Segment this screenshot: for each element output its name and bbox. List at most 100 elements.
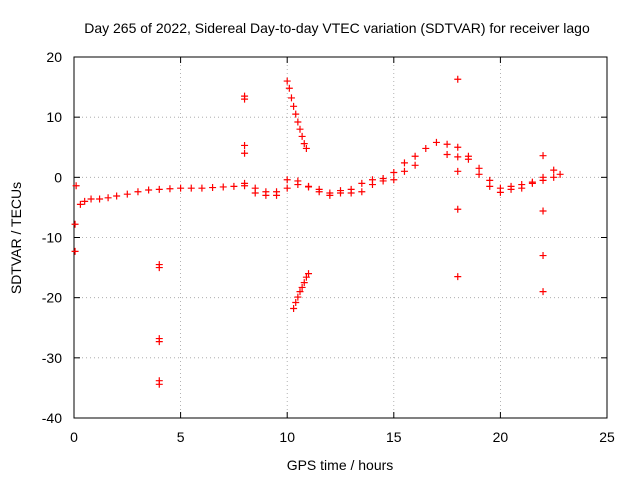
data-point [296, 125, 304, 133]
data-point [241, 179, 249, 187]
data-point [475, 164, 483, 172]
x-tick-label: 25 [599, 429, 615, 445]
data-point [285, 84, 293, 92]
data-point [539, 176, 547, 184]
series-main-trend [76, 138, 564, 208]
data-point [209, 184, 217, 192]
data-point [454, 75, 462, 83]
data-point [145, 186, 153, 194]
data-point [292, 110, 300, 118]
data-point [113, 192, 121, 200]
x-tick-label: 15 [386, 429, 402, 445]
data-point [219, 183, 227, 191]
data-point [443, 140, 451, 148]
data-point [300, 140, 308, 148]
data-point [87, 195, 95, 203]
x-tick-label: 10 [279, 429, 295, 445]
y-tick-label: 0 [54, 169, 62, 185]
data-point [486, 182, 494, 190]
data-point [496, 188, 504, 196]
data-point [72, 182, 80, 190]
data-point [411, 152, 419, 160]
data-point [294, 177, 302, 185]
data-point [539, 152, 547, 160]
y-axis-label: SDTVAR / TECUs [8, 182, 24, 294]
data-point [305, 270, 313, 278]
y-tick-label: -40 [42, 410, 62, 426]
data-point [76, 200, 84, 208]
data-point [486, 176, 494, 184]
data-point [390, 169, 398, 177]
data-point [432, 138, 440, 146]
data-point [539, 252, 547, 260]
data-point [283, 77, 291, 85]
data-point [422, 144, 430, 152]
data-point [81, 197, 89, 205]
data-point [71, 247, 79, 255]
data-point [550, 173, 558, 181]
data-point [539, 207, 547, 215]
data-point [347, 189, 355, 197]
data-point [298, 283, 306, 291]
data-point [454, 167, 462, 175]
data-point [400, 167, 408, 175]
ticks [73, 56, 608, 419]
data-point [71, 220, 79, 228]
x-tick-label: 0 [70, 429, 78, 445]
data-point [155, 380, 163, 388]
data-point [155, 264, 163, 272]
data-point [556, 170, 564, 178]
data-point [400, 159, 408, 167]
data-point [454, 205, 462, 213]
data-point [379, 177, 387, 185]
data-point [230, 182, 238, 190]
data-point [454, 143, 462, 151]
data-point [368, 181, 376, 189]
data-point [198, 184, 206, 192]
chart-title: Day 265 of 2022, Sidereal Day-to-day VTE… [84, 20, 590, 36]
data-point [518, 184, 526, 192]
data-point [287, 94, 295, 102]
y-tick-label: 10 [46, 109, 62, 125]
data-point [302, 273, 310, 281]
data-point [283, 184, 291, 192]
grid [74, 57, 607, 418]
data-point [411, 161, 419, 169]
data-point [292, 298, 300, 306]
data-point [294, 118, 302, 126]
data-point [241, 141, 249, 149]
data-point [290, 102, 298, 110]
x-axis-label: GPS time / hours [287, 457, 394, 473]
series-outliers [71, 75, 547, 388]
data-point [390, 176, 398, 184]
data-point [528, 179, 536, 187]
data-point [443, 150, 451, 158]
data-point [177, 184, 185, 192]
y-tick-label: -30 [42, 350, 62, 366]
data-point [454, 153, 462, 161]
data-point [241, 95, 249, 103]
data-point [251, 189, 259, 197]
data-point [134, 188, 142, 196]
data-point [305, 182, 313, 190]
data-point [283, 176, 291, 184]
data-point [166, 185, 174, 193]
data-point [315, 185, 323, 193]
data-point [273, 191, 281, 199]
data-point [300, 279, 308, 287]
tick-labels: 0 5 10 15 20 25 -40 -30 -20 -10 0 10 20 [42, 49, 615, 445]
data-point [454, 273, 462, 281]
data-point [337, 187, 344, 195]
plot-frame [73, 56, 608, 419]
data-point [464, 155, 472, 163]
data-point [507, 185, 515, 193]
data-point [290, 304, 298, 312]
data-point [155, 338, 163, 346]
data-point [358, 179, 366, 187]
x-tick-label: 20 [493, 429, 509, 445]
data-point [123, 190, 131, 198]
data-point [326, 191, 334, 199]
data-point [262, 191, 270, 199]
series-upper-streak [283, 77, 310, 152]
series-lower-band [241, 150, 558, 199]
